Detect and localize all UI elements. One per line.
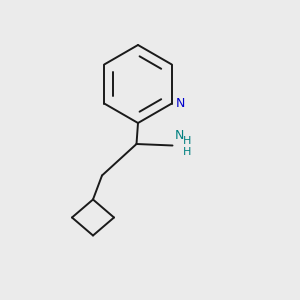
Text: N: N: [176, 97, 185, 110]
Text: H: H: [183, 136, 191, 146]
Text: N: N: [175, 129, 184, 142]
Text: H: H: [183, 147, 191, 157]
